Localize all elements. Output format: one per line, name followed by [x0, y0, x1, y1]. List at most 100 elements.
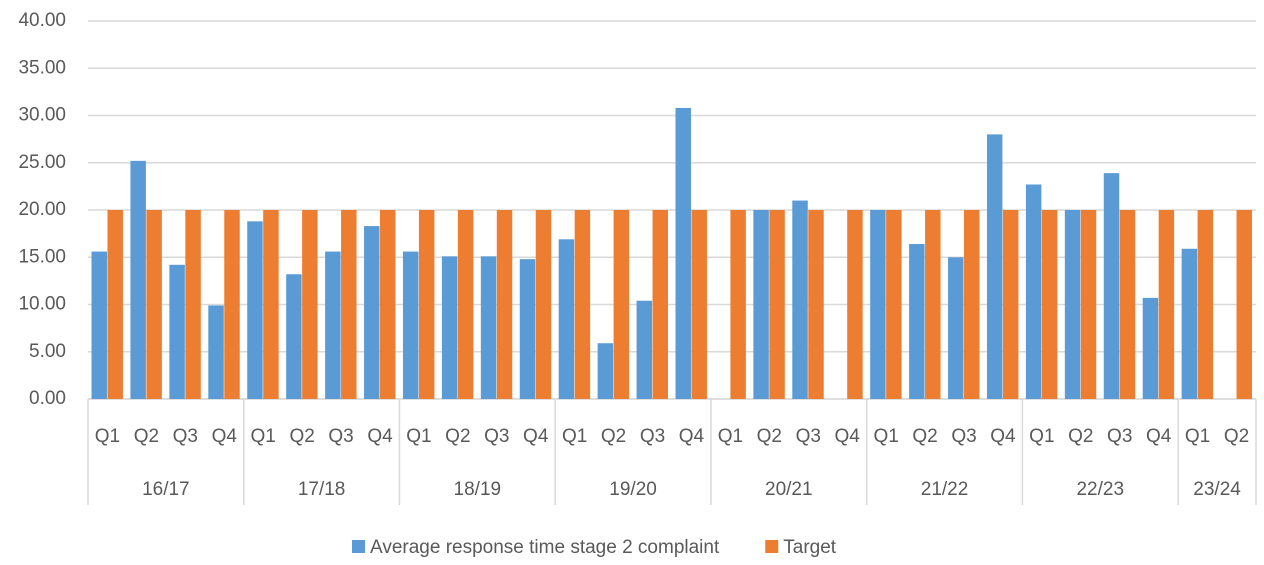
x-tick-label: Q4	[523, 426, 549, 447]
bar	[1064, 210, 1081, 399]
bar	[130, 160, 146, 399]
y-tick-label: 25.00	[18, 152, 66, 173]
bar	[224, 210, 240, 399]
x-tick-label: Q1	[251, 426, 276, 447]
bar	[146, 210, 162, 399]
bar	[247, 221, 263, 399]
x-tick-label: Q3	[1107, 426, 1132, 447]
bar	[286, 274, 302, 399]
bar	[263, 210, 279, 399]
legend-label: Average response time stage 2 complaint	[370, 537, 720, 558]
bar	[1080, 210, 1097, 399]
bar	[948, 257, 964, 399]
y-tick-label: 20.00	[18, 199, 66, 220]
bar	[613, 210, 630, 399]
bar	[808, 210, 824, 399]
bar	[1158, 210, 1175, 399]
x-tick-label: Q4	[367, 426, 393, 447]
bar	[480, 256, 497, 399]
x-tick-label: Q2	[757, 426, 782, 447]
bar	[753, 210, 769, 399]
y-tick-label: 0.00	[29, 388, 66, 409]
x-tick-label: Q1	[406, 426, 431, 447]
x-tick-label: Q2	[601, 426, 626, 447]
bar	[1103, 173, 1120, 399]
bar	[364, 226, 380, 399]
bar	[730, 210, 746, 399]
bar	[441, 256, 458, 399]
x-tick-label: Q2	[1224, 426, 1249, 447]
bar	[402, 251, 419, 399]
bar	[91, 251, 107, 399]
legend-swatch	[765, 540, 779, 553]
x-tick-label: Q4	[679, 426, 705, 447]
y-tick-label: 10.00	[18, 294, 66, 315]
bar	[1142, 297, 1159, 399]
bar	[380, 210, 396, 399]
group-label: 20/21	[765, 479, 813, 500]
group-label: 16/17	[142, 479, 190, 500]
bar	[886, 210, 902, 399]
group-label: 18/19	[454, 479, 502, 500]
bar	[792, 200, 808, 399]
bar	[302, 210, 318, 399]
x-tick-label: Q2	[445, 426, 470, 447]
bar	[769, 210, 785, 399]
x-tick-label: Q4	[212, 426, 238, 447]
y-tick-label: 40.00	[18, 10, 66, 31]
bar	[636, 300, 653, 399]
y-tick-label: 30.00	[18, 105, 66, 126]
bar	[925, 210, 941, 399]
y-tick-label: 35.00	[18, 57, 66, 78]
bar	[457, 210, 474, 399]
bar	[496, 210, 513, 399]
bar	[909, 244, 925, 399]
x-tick-label: Q3	[951, 426, 976, 447]
x-tick-label: Q2	[289, 426, 314, 447]
x-tick-label: Q3	[484, 426, 509, 447]
bar	[558, 239, 575, 399]
x-tick-label: Q2	[134, 426, 159, 447]
bar	[208, 305, 224, 399]
x-tick-label: Q2	[912, 426, 937, 447]
y-tick-label: 15.00	[18, 246, 66, 267]
group-label: 22/23	[1076, 479, 1124, 500]
bar	[535, 210, 552, 399]
x-tick-label: Q1	[873, 426, 898, 447]
x-tick-label: Q3	[173, 426, 198, 447]
bar	[847, 210, 863, 399]
x-tick-label: Q3	[328, 426, 353, 447]
bar	[964, 210, 980, 399]
x-tick-label: Q1	[1029, 426, 1054, 447]
bar	[341, 210, 357, 399]
bar	[574, 210, 591, 399]
bar	[870, 210, 886, 399]
group-label: 17/18	[298, 479, 346, 500]
bar	[986, 134, 1003, 399]
legend-swatch	[352, 540, 365, 553]
bar	[652, 210, 668, 399]
bar	[185, 210, 201, 399]
group-label: 23/24	[1193, 479, 1241, 500]
bar	[519, 259, 536, 399]
x-tick-label: Q4	[835, 426, 861, 447]
bar	[597, 343, 614, 399]
bar	[418, 210, 435, 399]
y-tick-label: 5.00	[29, 341, 66, 362]
x-tick-label: Q3	[640, 426, 665, 447]
x-tick-label: Q4	[1146, 426, 1172, 447]
x-tick-label: Q3	[796, 426, 821, 447]
bar	[1002, 210, 1019, 399]
bar	[107, 210, 123, 399]
bar	[169, 264, 185, 399]
x-tick-label: Q1	[562, 426, 587, 447]
bar	[1181, 248, 1198, 399]
x-tick-label: Q2	[1068, 426, 1093, 447]
bar	[1025, 184, 1042, 399]
bar	[1236, 210, 1252, 399]
bar	[691, 210, 707, 399]
group-label: 19/20	[609, 479, 657, 500]
x-tick-label: Q1	[95, 426, 120, 447]
bar	[1041, 210, 1058, 399]
